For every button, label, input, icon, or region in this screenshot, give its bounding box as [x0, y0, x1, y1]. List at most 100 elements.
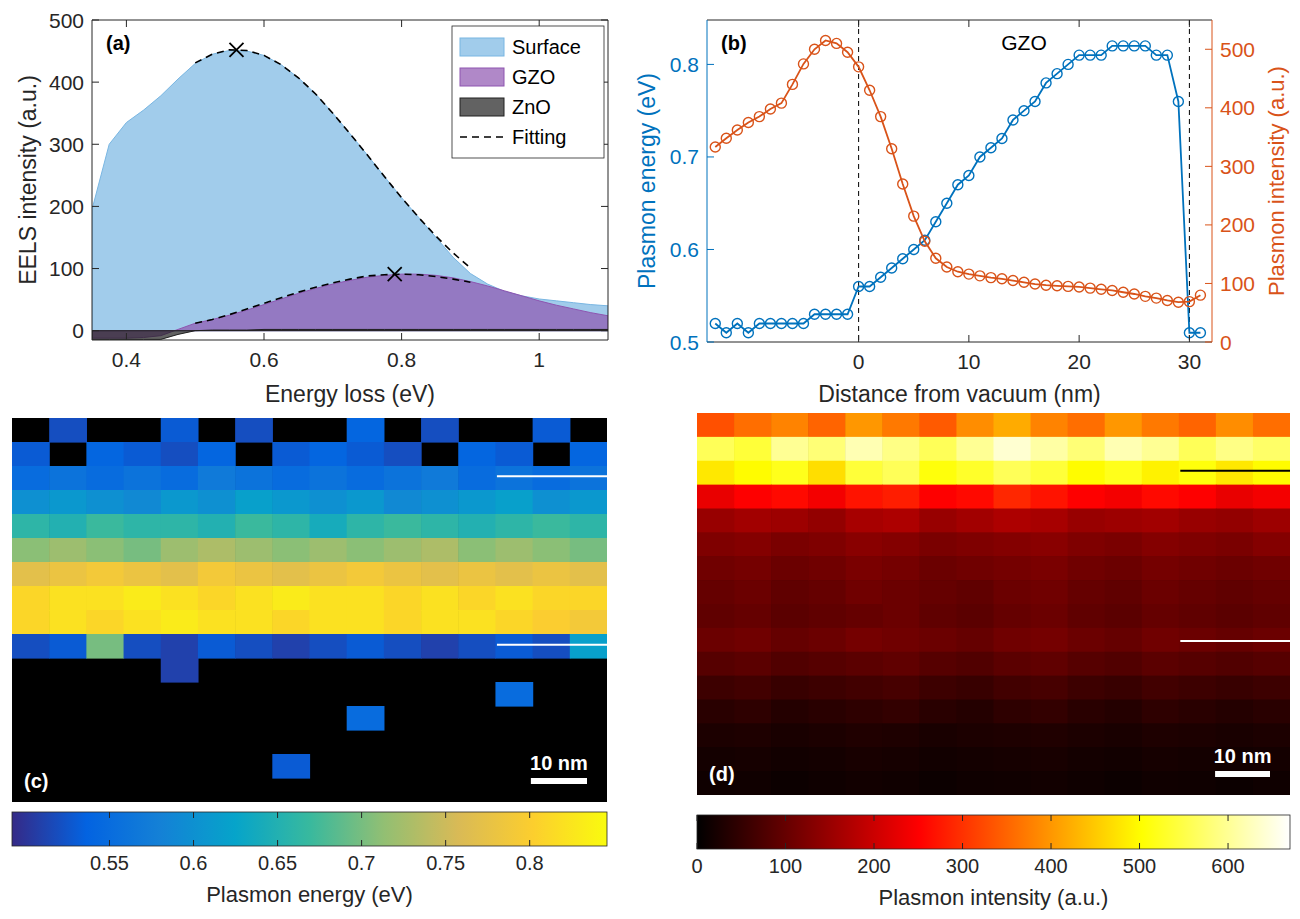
heatmap-cell — [734, 771, 772, 795]
y2-tick — [1205, 283, 1212, 284]
heatmap-cell — [347, 514, 385, 539]
y2-tick-label: 100 — [1220, 272, 1255, 295]
heatmap-cell — [994, 723, 1032, 747]
colorbar-tick — [1139, 815, 1140, 821]
heatmap-cell — [994, 771, 1032, 795]
heatmap-cell — [845, 509, 883, 533]
heatmap-cell — [808, 437, 846, 461]
point — [865, 281, 875, 291]
heatmap-cell — [697, 723, 735, 747]
heatmap-cell — [1253, 437, 1290, 461]
x-axis — [92, 340, 608, 341]
point — [1107, 285, 1117, 295]
colorbar-title: Plasmon energy (eV) — [206, 882, 413, 907]
x-tick-label: 30 — [1178, 350, 1201, 373]
heatmap-cell — [161, 418, 199, 443]
heatmap-cell — [697, 413, 735, 437]
heatmap-cell — [421, 586, 459, 611]
heatmap-cell — [697, 509, 735, 533]
heatmap-cell — [1142, 628, 1180, 652]
heatmap-cell — [697, 580, 735, 604]
heatmap-cell — [994, 532, 1032, 556]
heatmap-cell — [845, 700, 883, 724]
heatmap-cell — [1068, 556, 1106, 580]
point — [1129, 289, 1139, 299]
heatmap-cell — [124, 586, 162, 611]
point — [1008, 276, 1018, 286]
y-tick — [601, 206, 608, 207]
heatmap-cell — [1068, 413, 1106, 437]
figure: 0.40.60.810100200300400500Energy loss (e… — [0, 0, 1300, 919]
point — [821, 309, 831, 319]
heatmap-cell — [771, 485, 809, 509]
heatmap-cell — [956, 771, 994, 795]
heatmap-cell — [1253, 580, 1290, 604]
heatmap-cell — [161, 562, 199, 587]
heatmap-cell — [86, 610, 124, 635]
heatmap-cell — [956, 676, 994, 700]
heatmap-cell — [1105, 747, 1143, 771]
heatmap-cell — [1031, 532, 1069, 556]
heatmap-cell — [1142, 509, 1180, 533]
heatmap-cell — [49, 466, 87, 491]
heatmap-cell — [882, 676, 920, 700]
point — [843, 47, 853, 57]
point — [1195, 290, 1205, 300]
colorbar-tick-label: 200 — [857, 855, 890, 877]
heatmap-cell — [1216, 652, 1254, 676]
heatmap-cell — [347, 634, 385, 659]
heatmap-cell — [495, 562, 533, 587]
heatmap-cell — [198, 466, 236, 491]
heatmap-cell — [771, 532, 809, 556]
point — [1085, 50, 1095, 60]
heatmap-cell — [808, 676, 846, 700]
heatmap-cell — [310, 586, 348, 611]
heatmap-cell — [734, 556, 772, 580]
line — [715, 40, 1200, 302]
x-axis-title: Distance from vacuum (nm) — [818, 381, 1100, 407]
heatmap-cell — [734, 604, 772, 628]
heatmap-cell — [1179, 532, 1217, 556]
colorbar-tick — [785, 843, 786, 849]
heatmap-cell — [1179, 485, 1217, 509]
heatmap-cell — [235, 586, 273, 611]
heatmap-cell — [86, 490, 124, 515]
heatmap-cell — [1216, 461, 1254, 485]
heatmap-cell — [421, 610, 459, 635]
heatmap-cell — [12, 442, 50, 467]
heatmap-cell — [771, 437, 809, 461]
y-tick — [92, 144, 99, 145]
y2-axis — [1212, 20, 1213, 342]
point — [997, 274, 1007, 284]
colorbar-tick-label: 0.55 — [90, 852, 129, 874]
heatmap-cell — [771, 509, 809, 533]
heatmap-cell — [421, 490, 459, 515]
x-tick-label: 0.6 — [249, 348, 278, 371]
heatmap-cell — [771, 580, 809, 604]
heatmap-cell — [845, 556, 883, 580]
heatmap-cell — [86, 538, 124, 563]
heatmap-cell — [198, 610, 236, 635]
map-area — [12, 418, 607, 802]
heatmap-cell — [310, 562, 348, 587]
heatmap-cell — [161, 538, 199, 563]
y-tick — [601, 268, 608, 269]
point — [1074, 50, 1084, 60]
point — [953, 180, 963, 190]
point — [909, 211, 919, 221]
x-tick — [264, 333, 265, 340]
heatmap-cell — [845, 723, 883, 747]
point — [1008, 115, 1018, 125]
colorbar-tick — [109, 812, 110, 818]
y-tick — [707, 249, 714, 250]
y-tick-label: 500 — [49, 9, 84, 32]
heatmap-cell — [1031, 461, 1069, 485]
heatmap-cell — [347, 466, 385, 491]
point — [229, 43, 243, 57]
heatmap-cell — [1253, 413, 1290, 437]
y-tick — [92, 20, 99, 21]
heatmap-cell — [347, 418, 385, 443]
heatmap-cell — [994, 652, 1032, 676]
heatmap-cell — [771, 771, 809, 795]
heatmap-cell — [882, 652, 920, 676]
